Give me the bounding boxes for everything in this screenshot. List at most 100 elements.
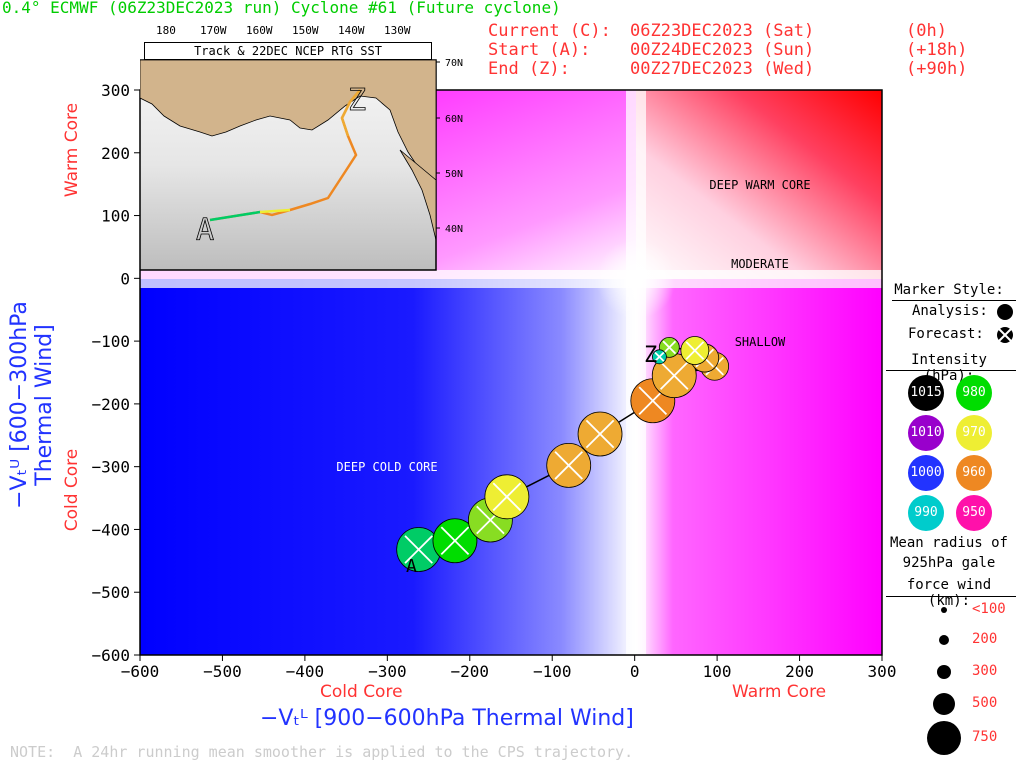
inset-lat-50n: 50N <box>445 169 463 180</box>
inset-start-marker: A <box>196 213 214 248</box>
x-axis-label: −Vₜᴸ [900−600hPa Thermal Wind] <box>260 706 634 731</box>
inset-map-svg: 70N 60N 50N 40N A Z <box>140 58 463 271</box>
intensity-swatch: 950 <box>956 495 992 531</box>
inset-lon-180: 180 <box>156 24 176 37</box>
x-tick-label: 0 <box>630 662 640 681</box>
inset-lon-140w: 140W <box>338 24 365 37</box>
y-tick-label: −100 <box>91 332 130 351</box>
inset-lon-160w: 160W <box>246 24 273 37</box>
forecast-marker-icon <box>997 327 1013 343</box>
region-label-shallow: SHALLOW <box>735 335 786 349</box>
trajectory-point <box>546 443 592 488</box>
inset-lon-130w: 130W <box>384 24 411 37</box>
x-tick-label: −200 <box>451 662 490 681</box>
y-axis-label: −Vₜᵁ [600−300hPa Thermal Wind] <box>7 301 57 509</box>
trajectory-point <box>577 411 623 457</box>
trajectory-point <box>484 474 530 520</box>
inset-lon-150w: 150W <box>292 24 319 37</box>
legend-analysis-label: Analysis: <box>912 303 988 319</box>
trajectory-end-marker: Z <box>644 343 657 368</box>
x-tick-label: 300 <box>868 662 897 681</box>
legend-radius-title-3: force wind (km): <box>906 577 992 609</box>
start-label: Start (A): <box>488 40 591 60</box>
radius-dot <box>937 665 951 679</box>
legend-radius-title-1: Mean radius of <box>889 535 1008 551</box>
trajectory-point <box>680 336 710 365</box>
y-tick-label: 100 <box>101 207 130 226</box>
end-label: End (Z): <box>488 59 570 79</box>
y-tick-label: 300 <box>101 81 130 100</box>
trajectory-point <box>396 527 442 572</box>
inset-lat-70n: 70N <box>445 58 463 69</box>
intensity-swatch: 970 <box>956 415 992 451</box>
radius-dot <box>927 721 961 755</box>
end-value: 00Z27DEC2023 (Wed) <box>630 59 815 79</box>
x-tick-label: 100 <box>703 662 732 681</box>
radius-dot <box>939 635 949 645</box>
radius-label: 200 <box>972 631 998 647</box>
legend-intensity-swatches: 1015 980 1010 970 1000 960 990 950 <box>908 375 1008 535</box>
intensity-swatch: 1015 <box>908 375 944 411</box>
trajectory-start-marker: A <box>406 556 417 577</box>
x-tick-label: −300 <box>368 662 407 681</box>
inset-end-marker: Z <box>348 83 366 118</box>
inset-lat-40n: 40N <box>445 224 463 235</box>
legend-radius-title-2: 925hPa gale <box>902 555 996 571</box>
legend-forecast-label: Forecast: <box>908 326 984 342</box>
y-tick-label: −200 <box>91 395 130 414</box>
trajectory-point <box>432 518 478 564</box>
y-tick-label: −500 <box>91 583 130 602</box>
radius-label: 500 <box>972 695 998 711</box>
region-label-moderate: MODERATE <box>731 257 789 271</box>
axis-ticks: −600 −500 −400 −300 −200 −100 0 100 200 300 −600 −5… <box>91 81 896 681</box>
region-label-deep-warm: DEEP WARM CORE <box>709 178 810 192</box>
y-tick-label: −400 <box>91 520 130 539</box>
current-offset: (0h) <box>906 21 947 41</box>
radius-label: 300 <box>972 663 998 679</box>
current-value: 06Z23DEC2023 (Sat) <box>630 21 815 41</box>
cyclone-trajectory <box>396 336 730 572</box>
end-offset: (+90h) <box>906 59 968 79</box>
x-cold-core-label: Cold Core <box>320 682 403 702</box>
inset-lon-170w: 170W <box>200 24 227 37</box>
alaska-landmass <box>140 59 437 181</box>
x-warm-core-label: Warm Core <box>732 682 827 702</box>
radius-dot <box>941 607 947 613</box>
legend-marker-style-title: Marker Style: <box>894 282 1004 298</box>
inset-lat-60n: 60N <box>445 114 463 125</box>
start-offset: (+18h) <box>906 40 968 60</box>
x-tick-label: −500 <box>203 662 242 681</box>
coast-landmass <box>399 149 437 241</box>
y-tick-label: 200 <box>101 144 130 163</box>
intensity-swatch: 960 <box>956 455 992 491</box>
intensity-swatch: 990 <box>908 495 944 531</box>
x-tick-label: 200 <box>785 662 814 681</box>
analysis-marker-icon <box>997 304 1013 320</box>
y-tick-label: 0 <box>120 269 130 288</box>
smoother-note: NOTE: A 24hr running mean smoother is ap… <box>10 743 634 761</box>
x-tick-label: −400 <box>286 662 325 681</box>
y-cold-core-label: Cold Core <box>62 448 82 532</box>
intensity-swatch: 980 <box>956 375 992 411</box>
radius-dot <box>933 693 955 715</box>
current-label: Current (C): <box>488 21 611 41</box>
track-inset-map: 70N 60N 50N 40N A Z 180 170W 160W 150W 1… <box>140 24 463 271</box>
y-tick-label: −300 <box>91 458 130 477</box>
intensity-swatch: 1010 <box>908 415 944 451</box>
intensity-swatch: 1000 <box>908 455 944 491</box>
y-warm-core-label: Warm Core <box>62 102 82 198</box>
chart-title: 0.4° ECMWF (06Z23DEC2023 run) Cyclone #6… <box>2 0 561 17</box>
start-value: 00Z24DEC2023 (Sun) <box>630 40 815 60</box>
inset-title: Track & 22DEC NCEP RTG SST <box>144 42 432 60</box>
legend-radius-sizes: <100 200 300 500 750 <box>886 598 1016 758</box>
region-label-deep-cold: DEEP COLD CORE <box>336 460 437 474</box>
inset-lon-labels: 180 170W 160W 150W 140W 130W <box>140 24 436 58</box>
trajectory-point <box>652 349 667 365</box>
x-tick-label: −100 <box>533 662 572 681</box>
y-tick-label: −600 <box>91 646 130 665</box>
radius-label: <100 <box>972 601 1006 617</box>
x-tick-label: −600 <box>121 662 160 681</box>
plot-frame <box>139 89 883 656</box>
radius-label: 750 <box>972 729 998 745</box>
